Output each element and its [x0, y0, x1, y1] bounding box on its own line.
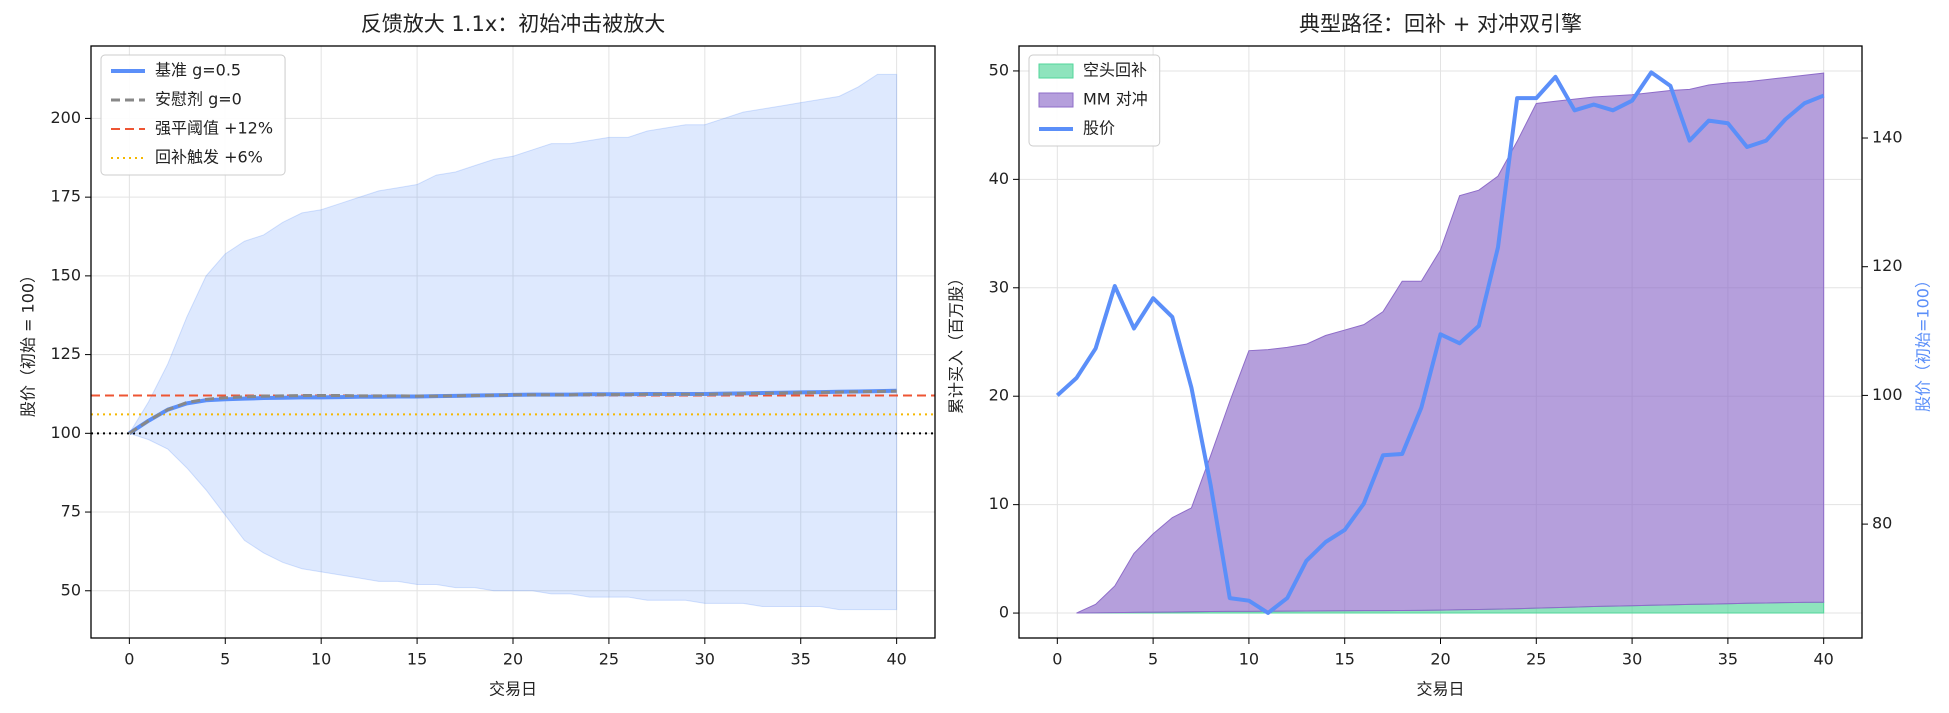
x-tick-label: 35: [791, 650, 811, 669]
plot-frame: [1018, 45, 1863, 639]
legend-swatch: [1038, 92, 1074, 108]
x-tick-label: 20: [503, 650, 523, 669]
legend-label: 基准 g=0.5: [155, 61, 241, 80]
y-tick-label: 50: [989, 60, 1009, 79]
y-tick-label: 10: [989, 494, 1009, 513]
legend-swatch: [1038, 63, 1074, 79]
line: [1055, 70, 1825, 615]
plot-frame: [90, 45, 936, 639]
y-tick-label: 125: [50, 344, 81, 363]
band: [128, 73, 898, 611]
legend-label: MM 对冲: [1083, 90, 1148, 109]
y-axis-label: 累计买入（百万股）: [947, 270, 966, 414]
line: [128, 389, 897, 435]
y-tick-label: 200: [50, 108, 81, 127]
y2-axis-label: 股价（初始=100）: [1914, 272, 1933, 412]
legend-box: [100, 54, 286, 176]
legend-label: 股价: [1083, 119, 1115, 138]
y-tick-label: 40: [989, 169, 1009, 188]
y-tick-label: 30: [989, 277, 1009, 296]
x-tick-label: 0: [1052, 650, 1062, 669]
y-tick-label: 20: [989, 386, 1009, 405]
chart-title: 反馈放大 1.1x：初始冲击被放大: [361, 12, 666, 36]
legend-label: 强平阈值 +12%: [155, 119, 273, 138]
x-tick-label: 25: [1526, 650, 1546, 669]
x-tick-label: 20: [1430, 650, 1450, 669]
x-tick-label: 40: [1814, 650, 1834, 669]
y-axis-label: 股价（初始 = 100）: [19, 267, 38, 417]
x-tick-label: 35: [1718, 650, 1738, 669]
y-tick-label: 50: [61, 580, 81, 599]
y-tick-label: 175: [50, 187, 81, 206]
x-tick-label: 0: [124, 650, 134, 669]
legend-label: 空头回补: [1083, 61, 1147, 80]
legend-label: 安慰剂 g=0: [155, 90, 242, 109]
area: [1076, 72, 1825, 614]
x-tick-label: 30: [1622, 650, 1642, 669]
x-tick-label: 5: [1148, 650, 1158, 669]
legend-label: 回补触发 +6%: [155, 148, 263, 167]
y2-tick-label: 100: [1872, 385, 1903, 404]
chart-title: 典型路径：回补 + 对冲双引擎: [1299, 12, 1582, 36]
y-tick-label: 0: [999, 603, 1009, 622]
x-tick-label: 15: [407, 650, 427, 669]
y-tick-label: 150: [50, 265, 81, 284]
x-axis-label: 交易日: [489, 680, 537, 699]
y2-tick-label: 80: [1872, 514, 1892, 533]
x-tick-label: 30: [695, 650, 715, 669]
x-tick-label: 25: [599, 650, 619, 669]
x-tick-label: 15: [1335, 650, 1355, 669]
x-tick-label: 10: [1239, 650, 1259, 669]
x-axis-label: 交易日: [1416, 680, 1464, 699]
y-tick-label: 100: [50, 423, 81, 442]
x-tick-label: 40: [886, 650, 906, 669]
x-tick-label: 10: [311, 650, 331, 669]
y-tick-label: 75: [61, 502, 81, 521]
x-tick-label: 5: [220, 650, 230, 669]
y2-tick-label: 140: [1872, 128, 1903, 147]
y2-tick-label: 120: [1872, 256, 1903, 275]
